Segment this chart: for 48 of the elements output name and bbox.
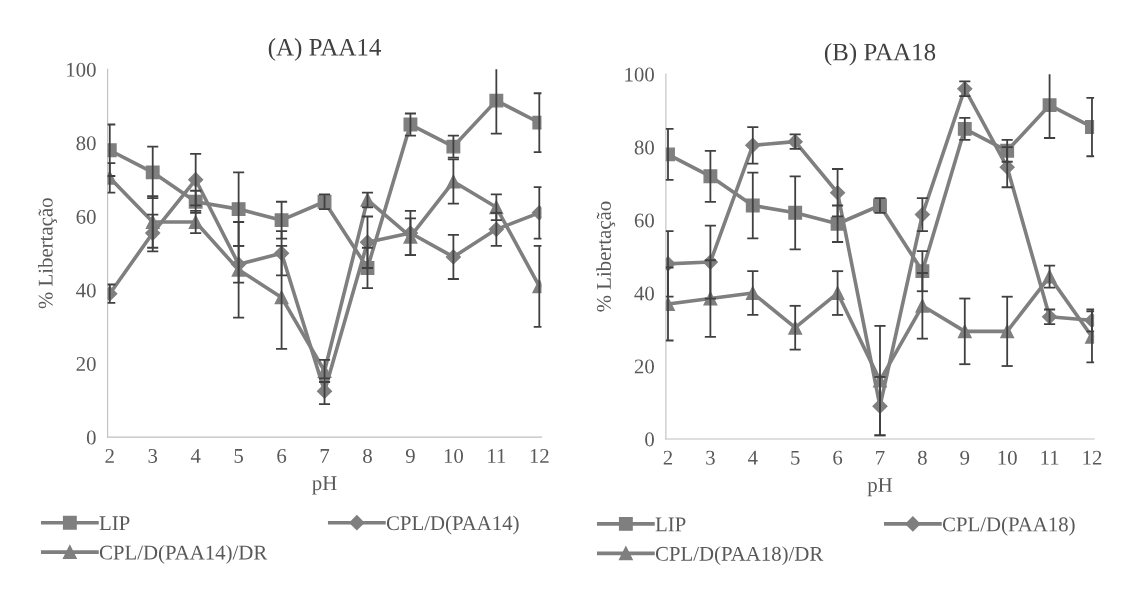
x-tick-label: 6 (833, 450, 843, 465)
x-tick-label: 8 (917, 450, 927, 465)
y-tick-label: 0 (86, 430, 96, 445)
x-tick-label: 2 (663, 450, 673, 465)
x-tick-label: 7 (320, 449, 330, 463)
x-tick-label: 11 (1041, 450, 1059, 465)
y-tick-label: 20 (634, 359, 654, 374)
x-tick-label: 9 (960, 450, 970, 465)
y-axis-title: % Libertação (38, 198, 57, 309)
x-tick-label: 12 (1083, 450, 1102, 465)
x-tick-label: 4 (747, 450, 758, 465)
x-tick-label: 7 (876, 450, 885, 465)
x-tick-label: 12 (530, 448, 549, 463)
chart-title: (B) PAA18 (824, 42, 936, 66)
legend-label: CPL/D(PAA14) (386, 515, 519, 535)
y-tick-label: 60 (634, 213, 654, 228)
x-tick-label: 5 (791, 450, 800, 465)
y-tick-label: 40 (76, 283, 96, 298)
x-tick-label: 9 (405, 448, 415, 463)
x-tick-label: 8 (363, 448, 372, 463)
x-tick-label: 11 (488, 448, 506, 463)
x-tick-label: 5 (234, 449, 244, 463)
x-tick-label: 10 (998, 450, 1017, 465)
y-tick-label: 100 (67, 62, 96, 77)
x-tick-label: 2 (105, 448, 114, 463)
y-tick-label: 100 (625, 67, 654, 82)
chart-title: (A) PAA14 (268, 38, 381, 61)
y-tick-label: 60 (76, 209, 96, 224)
x-tick-label: 4 (190, 449, 201, 463)
y-tick-label: 80 (634, 140, 654, 155)
x-tick-label: 6 (277, 448, 287, 463)
x-tick-label: 10 (444, 448, 464, 463)
x-axis-title: pH (867, 478, 893, 497)
legend-label: LIP (655, 517, 686, 532)
y-tick-label: 40 (634, 286, 654, 301)
legend-label: LIP (99, 516, 130, 530)
legend-label: CPL/D(PAA14)/DR (99, 544, 268, 564)
x-tick-label: 3 (706, 450, 715, 465)
point (1042, 98, 1057, 113)
y-tick-label: 0 (645, 432, 654, 447)
y-tick-label: 80 (76, 136, 96, 151)
x-tick-label: 3 (148, 448, 158, 463)
y-tick-label: 20 (76, 356, 96, 372)
legend-label: CPL/D(PAA18) (942, 516, 1075, 536)
y-axis-title: % Libertação (596, 201, 616, 312)
point (274, 213, 289, 228)
x-axis-title: pH (312, 476, 337, 495)
legend-label: CPL/D(PAA18)/DR (655, 546, 824, 566)
